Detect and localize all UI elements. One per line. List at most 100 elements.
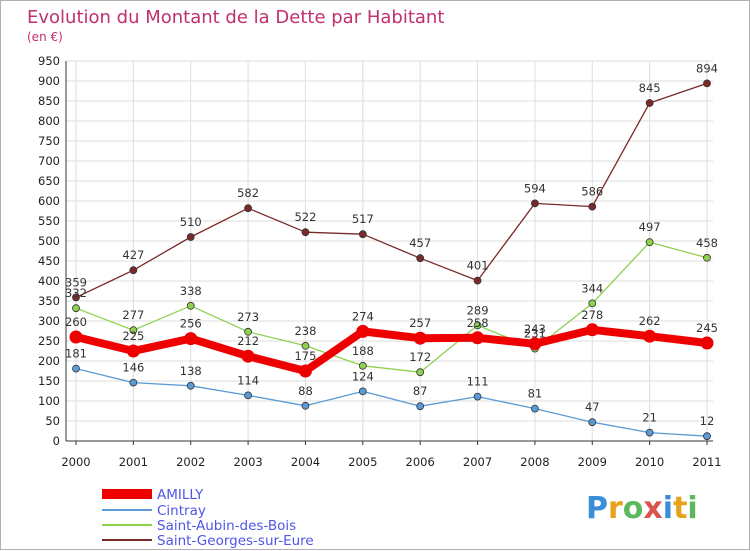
y-tick-label: 600 bbox=[38, 194, 60, 208]
y-tick-label: 150 bbox=[38, 374, 60, 388]
data-point bbox=[531, 404, 539, 413]
x-tick-label: 2003 bbox=[233, 455, 262, 469]
data-point bbox=[645, 99, 654, 107]
data-label: 257 bbox=[409, 316, 431, 330]
legend-swatch bbox=[102, 489, 152, 499]
legend-label: Cintray bbox=[157, 503, 206, 519]
data-point bbox=[416, 368, 425, 377]
y-tick-label: 300 bbox=[38, 314, 60, 328]
data-point bbox=[129, 266, 138, 275]
data-label: 87 bbox=[413, 384, 428, 398]
y-tick-label: 950 bbox=[38, 54, 60, 68]
data-point bbox=[471, 331, 485, 345]
data-point bbox=[528, 337, 542, 351]
y-tick-label: 100 bbox=[38, 394, 60, 408]
data-point bbox=[244, 204, 252, 213]
y-tick-label: 700 bbox=[38, 154, 60, 168]
data-label: 427 bbox=[122, 248, 144, 262]
data-label: 894 bbox=[696, 61, 718, 75]
y-tick-label: 400 bbox=[38, 274, 60, 288]
data-point bbox=[298, 364, 312, 378]
x-tick-label: 2007 bbox=[463, 455, 492, 469]
x-tick-label: 2002 bbox=[176, 455, 205, 469]
data-label: 359 bbox=[65, 275, 87, 289]
x-tick-label: 2006 bbox=[406, 455, 435, 469]
y-tick-label: 900 bbox=[38, 74, 60, 88]
data-point bbox=[244, 327, 252, 336]
data-label: 457 bbox=[409, 236, 431, 250]
data-point bbox=[241, 349, 255, 363]
chart-subtitle: (en €) bbox=[27, 30, 63, 44]
data-label: 245 bbox=[696, 321, 718, 335]
data-label: 344 bbox=[581, 281, 603, 295]
y-tick-label: 500 bbox=[38, 234, 60, 248]
data-label: 845 bbox=[639, 81, 661, 95]
x-tick-label: 2004 bbox=[291, 455, 320, 469]
data-label: 225 bbox=[122, 329, 144, 343]
y-tick-label: 0 bbox=[53, 434, 60, 448]
data-label: 231 bbox=[524, 327, 546, 341]
data-label: 582 bbox=[237, 186, 259, 200]
x-tick-label: 2011 bbox=[692, 455, 721, 469]
data-point bbox=[413, 331, 427, 345]
data-point bbox=[301, 341, 310, 350]
data-label: 262 bbox=[639, 314, 661, 328]
data-label: 458 bbox=[696, 236, 718, 250]
data-label: 586 bbox=[581, 185, 603, 199]
data-point bbox=[588, 418, 597, 427]
data-point bbox=[645, 428, 654, 437]
data-label: 273 bbox=[237, 310, 259, 324]
axes: 0 50 100 150 200 250 300 350 400 450 500 550 600 650 7… bbox=[38, 54, 722, 469]
data-label: 21 bbox=[642, 411, 657, 425]
x-tick-label: 2009 bbox=[578, 455, 607, 469]
data-label: 517 bbox=[352, 212, 374, 226]
x-tick-label: 2000 bbox=[61, 455, 90, 469]
series-line-2 bbox=[75, 241, 708, 373]
data-label: 594 bbox=[524, 181, 546, 195]
data-point bbox=[700, 336, 714, 350]
data-point bbox=[588, 299, 597, 308]
data-point bbox=[531, 199, 539, 208]
data-point bbox=[129, 326, 138, 335]
y-tick-label: 550 bbox=[38, 214, 60, 228]
legend: AMILLYCintraySaint-Aubin-des-BoisSaint-G… bbox=[102, 487, 314, 549]
y-tick-label: 200 bbox=[38, 354, 60, 368]
data-label: 138 bbox=[180, 364, 202, 378]
y-tick-label: 250 bbox=[38, 334, 60, 348]
plot-area bbox=[66, 61, 713, 441]
data-point bbox=[416, 402, 425, 411]
proxiti-logo: Proxiti bbox=[586, 491, 698, 526]
data-point bbox=[126, 344, 140, 358]
data-point bbox=[358, 387, 367, 396]
data-point bbox=[643, 329, 657, 343]
data-point bbox=[703, 79, 711, 88]
data-point bbox=[585, 323, 599, 337]
legend-label: AMILLY bbox=[157, 487, 204, 503]
data-point bbox=[186, 301, 195, 310]
data-point bbox=[473, 321, 482, 330]
data-label: 401 bbox=[467, 259, 489, 273]
data-point bbox=[72, 304, 80, 313]
data-point bbox=[301, 228, 310, 237]
data-label: 256 bbox=[180, 317, 202, 331]
data-label: 243 bbox=[524, 322, 546, 336]
data-label: 238 bbox=[294, 324, 316, 338]
data-point bbox=[244, 391, 252, 400]
series bbox=[69, 79, 714, 441]
data-label: 114 bbox=[237, 373, 259, 387]
data-point bbox=[301, 401, 310, 410]
y-tick-label: 800 bbox=[38, 114, 60, 128]
data-label: 47 bbox=[585, 400, 600, 414]
data-point bbox=[358, 230, 367, 239]
data-label: 510 bbox=[180, 215, 202, 229]
y-tick-label: 50 bbox=[45, 414, 60, 428]
data-label: 274 bbox=[352, 309, 374, 323]
data-label: 522 bbox=[294, 210, 316, 224]
data-point bbox=[184, 332, 198, 346]
data-label: 497 bbox=[639, 220, 661, 234]
data-point bbox=[358, 361, 367, 370]
data-point bbox=[588, 202, 597, 211]
x-tick-label: 2001 bbox=[119, 455, 148, 469]
